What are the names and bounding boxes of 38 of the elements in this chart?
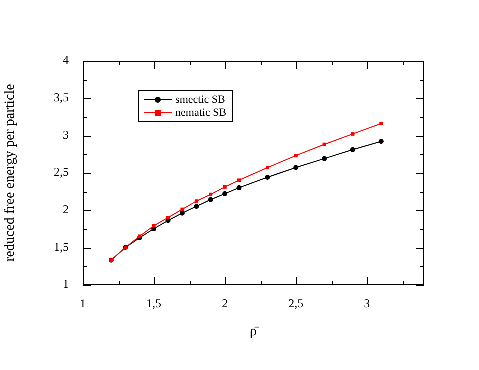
- x-tick-label: 3: [364, 296, 370, 310]
- legend-label: smectic SB: [176, 94, 226, 106]
- y-tick-label: 2: [63, 202, 69, 216]
- point: [180, 210, 185, 216]
- y-tick-label: 1,5: [54, 240, 69, 254]
- point: [350, 147, 356, 152]
- point: [166, 216, 170, 220]
- y-tick-label: 2,5: [54, 165, 69, 180]
- x-tick-label: 1: [80, 296, 86, 310]
- y-tick-label: 3,5: [54, 90, 69, 104]
- x-tick-label: 1,5: [146, 296, 162, 310]
- point: [222, 191, 228, 196]
- point: [236, 185, 242, 190]
- point: [223, 185, 227, 189]
- point: [266, 166, 270, 170]
- point: [209, 192, 213, 196]
- point: [322, 156, 328, 162]
- point: [378, 139, 384, 144]
- x-tick-label: 2,5: [288, 296, 304, 310]
- point: [238, 178, 242, 182]
- point: [208, 197, 214, 202]
- point: [265, 174, 270, 180]
- y-tick-label: 3: [63, 128, 69, 142]
- legend-label: nematic SB: [176, 106, 227, 119]
- point: [322, 142, 326, 146]
- point: [152, 224, 156, 228]
- y-tick-label: 4: [63, 53, 69, 68]
- point: [180, 208, 184, 212]
- y-axis-title: reduced free energy per particle: [3, 84, 18, 262]
- x-tick-label: 2: [222, 296, 228, 310]
- x-axis-title: ρ̄: [250, 324, 260, 340]
- point: [294, 165, 299, 170]
- point: [294, 154, 298, 158]
- point: [380, 122, 384, 126]
- point: [351, 132, 355, 136]
- point: [194, 200, 198, 204]
- point: [194, 204, 200, 210]
- y-tick-label: 1: [63, 277, 69, 292]
